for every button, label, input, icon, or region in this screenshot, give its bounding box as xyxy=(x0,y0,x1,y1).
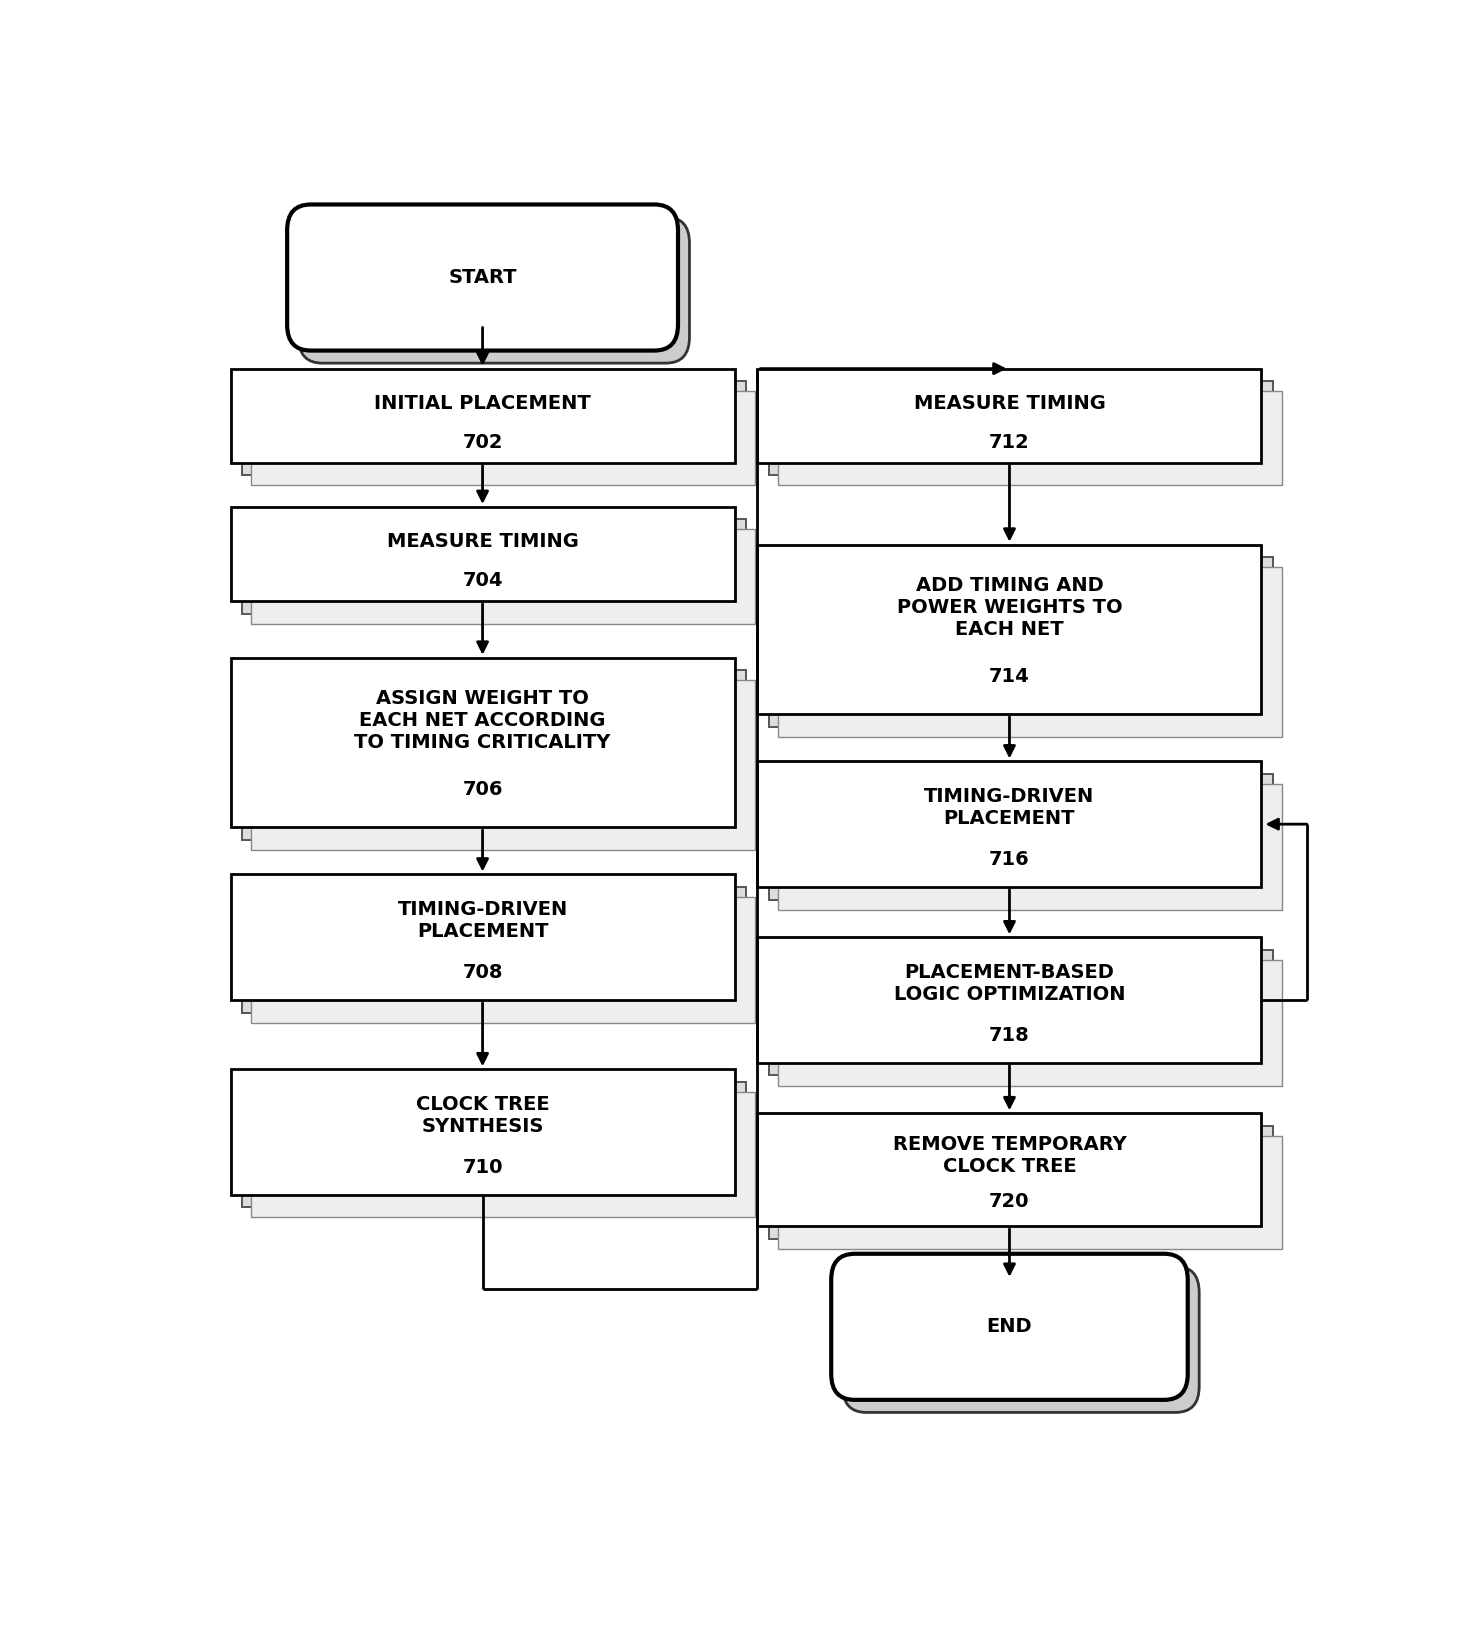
Text: PLACEMENT-BASED
LOGIC OPTIMIZATION: PLACEMENT-BASED LOGIC OPTIMIZATION xyxy=(894,963,1125,1004)
Bar xyxy=(758,1113,1262,1226)
Bar xyxy=(251,898,755,1023)
Bar xyxy=(242,382,746,475)
Text: 720: 720 xyxy=(989,1191,1030,1211)
Bar xyxy=(777,392,1281,485)
Text: MEASURE TIMING: MEASURE TIMING xyxy=(913,393,1106,413)
FancyBboxPatch shape xyxy=(842,1266,1199,1412)
Text: CLOCK TREE
SYNTHESIS: CLOCK TREE SYNTHESIS xyxy=(415,1095,550,1136)
Text: 716: 716 xyxy=(989,850,1030,868)
Bar xyxy=(769,1126,1273,1239)
Bar xyxy=(242,888,746,1012)
Bar xyxy=(251,529,755,623)
Text: 708: 708 xyxy=(463,963,503,982)
Text: 704: 704 xyxy=(463,571,503,589)
Text: TIMING-DRIVEN
PLACEMENT: TIMING-DRIVEN PLACEMENT xyxy=(924,787,1095,829)
Text: MEASURE TIMING: MEASURE TIMING xyxy=(387,532,578,552)
Text: TIMING-DRIVEN
PLACEMENT: TIMING-DRIVEN PLACEMENT xyxy=(398,901,568,942)
Bar xyxy=(777,1136,1281,1248)
Bar xyxy=(242,1082,746,1208)
Text: 710: 710 xyxy=(463,1157,503,1177)
Text: 714: 714 xyxy=(989,667,1030,687)
Bar xyxy=(231,508,735,601)
FancyBboxPatch shape xyxy=(831,1253,1188,1400)
Text: 706: 706 xyxy=(463,780,503,800)
Bar xyxy=(758,369,1262,463)
Bar xyxy=(231,1069,735,1195)
Bar xyxy=(758,545,1262,715)
Bar xyxy=(242,519,746,614)
Text: ADD TIMING AND
POWER WEIGHTS TO
EACH NET: ADD TIMING AND POWER WEIGHTS TO EACH NET xyxy=(897,576,1122,638)
Bar xyxy=(251,681,755,850)
Text: 718: 718 xyxy=(989,1027,1030,1044)
Text: ASSIGN WEIGHT TO
EACH NET ACCORDING
TO TIMING CRITICALITY: ASSIGN WEIGHT TO EACH NET ACCORDING TO T… xyxy=(355,689,610,752)
Bar xyxy=(777,960,1281,1085)
Bar xyxy=(769,557,1273,726)
Bar xyxy=(251,392,755,485)
Text: END: END xyxy=(987,1317,1032,1337)
Bar xyxy=(758,937,1262,1062)
Bar xyxy=(242,671,746,840)
Text: START: START xyxy=(448,268,517,287)
Bar xyxy=(769,950,1273,1075)
Bar xyxy=(769,382,1273,475)
Bar xyxy=(231,369,735,463)
Text: REMOVE TEMPORARY
CLOCK TREE: REMOVE TEMPORARY CLOCK TREE xyxy=(893,1134,1126,1175)
Bar xyxy=(769,774,1273,899)
FancyBboxPatch shape xyxy=(287,204,678,351)
Text: 702: 702 xyxy=(463,432,503,452)
Bar xyxy=(777,783,1281,909)
Bar xyxy=(231,658,735,827)
Text: 712: 712 xyxy=(989,432,1030,452)
Bar xyxy=(777,568,1281,736)
FancyBboxPatch shape xyxy=(299,217,689,364)
Bar xyxy=(251,1092,755,1217)
Text: INITIAL PLACEMENT: INITIAL PLACEMENT xyxy=(374,393,591,413)
Bar xyxy=(758,761,1262,888)
Bar xyxy=(231,875,735,1000)
